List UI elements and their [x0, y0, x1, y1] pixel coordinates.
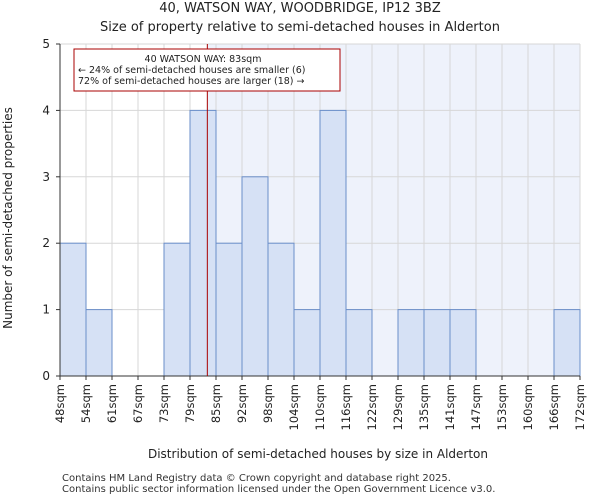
- x-tick-label: 147sqm: [469, 384, 483, 430]
- x-tick-label: 172sqm: [573, 384, 587, 430]
- bar: [553, 309, 581, 377]
- x-tick-label: 48sqm: [53, 384, 67, 423]
- footer-licence: Contains public sector information licen…: [62, 484, 496, 495]
- annotation-box: [73, 48, 341, 92]
- x-tick-label: 166sqm: [547, 384, 561, 430]
- y-tick-label: 0: [42, 369, 50, 383]
- x-tick-label: 67sqm: [131, 384, 145, 423]
- y-tick-label: 3: [42, 170, 50, 184]
- bar: [189, 109, 217, 377]
- x-tick-label: 116sqm: [339, 384, 353, 430]
- y-tick-label: 2: [42, 236, 50, 250]
- bar: [85, 309, 113, 377]
- y-tick-label: 1: [42, 303, 50, 317]
- x-tick-label: 110sqm: [313, 384, 327, 430]
- x-tick-label: 135sqm: [417, 384, 431, 430]
- annotation-smaller: ← 24% of semi-detached houses are smalle…: [78, 65, 306, 76]
- annotation-title: 40 WATSON WAY: 83sqm: [145, 54, 262, 65]
- x-tick-label: 85sqm: [209, 384, 223, 423]
- x-tick-label: 104sqm: [287, 384, 301, 430]
- bar: [59, 242, 87, 377]
- bar: [397, 309, 425, 377]
- x-tick-label: 54sqm: [79, 384, 93, 423]
- histogram-chart: 0 1 2 3 4 5 48sqm 54sqm 61sqm 67sqm 73sqm 79sqm 85sq…: [1, 1, 587, 461]
- bar: [449, 309, 477, 377]
- footer-copyright: Contains HM Land Registry data © Crown c…: [62, 473, 451, 484]
- x-tick-label: 141sqm: [443, 384, 457, 430]
- bar: [423, 309, 451, 377]
- bar: [319, 109, 347, 377]
- y-tick-label: 5: [42, 37, 50, 51]
- bar: [163, 242, 191, 377]
- bar: [345, 309, 373, 377]
- x-tick-label: 122sqm: [365, 384, 379, 430]
- x-tick-label: 98sqm: [261, 384, 275, 423]
- x-tick-label: 160sqm: [521, 384, 535, 430]
- x-tick-label: 153sqm: [495, 384, 509, 430]
- x-tick-label: 129sqm: [391, 384, 405, 430]
- x-tick-label: 61sqm: [105, 384, 119, 423]
- chart-title: 40, WATSON WAY, WOODBRIDGE, IP12 3BZ: [159, 1, 441, 16]
- chart-subtitle: Size of property relative to semi-detach…: [100, 20, 500, 35]
- bar: [241, 176, 269, 377]
- x-tick-label: 92sqm: [235, 384, 249, 423]
- y-axis-label: Number of semi-detached properties: [1, 107, 15, 329]
- bar: [267, 242, 295, 377]
- x-tick-label: 79sqm: [183, 384, 197, 423]
- annotation-larger: 72% of semi-detached houses are larger (…: [78, 76, 305, 87]
- y-tick-label: 4: [42, 103, 50, 117]
- x-tick-label: 73sqm: [157, 384, 171, 423]
- bar: [215, 242, 243, 377]
- bar: [293, 309, 321, 377]
- x-axis-label: Distribution of semi-detached houses by …: [148, 447, 488, 461]
- marker-annotation: 40 WATSON WAY: 83sqm ← 24% of semi-detac…: [73, 48, 341, 92]
